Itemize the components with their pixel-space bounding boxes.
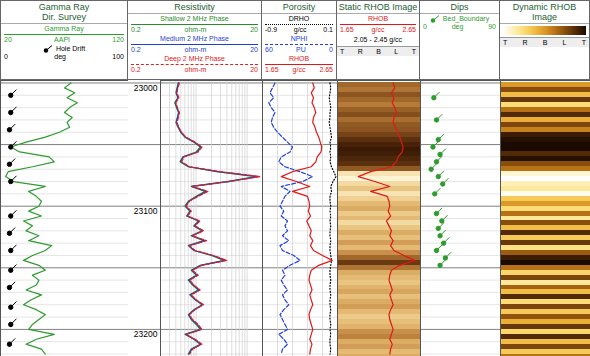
html-text:-0.9: -0.9: [265, 26, 278, 33]
svg-text:23200: 23200: [134, 329, 158, 339]
html-text:AAPI: AAPI: [54, 36, 70, 43]
html-text:B: B: [542, 39, 548, 46]
html-text:20: 20: [250, 46, 258, 53]
html-text:T: T: [340, 48, 345, 55]
html-text:0.2: 0.2: [131, 26, 141, 33]
html-text:Shallow 2 MHz Phase: Shallow 2 MHz Phase: [160, 15, 229, 22]
html-text:Resistivity: Resistivity: [174, 2, 215, 12]
html-text:Medium 2 MHz Phase: Medium 2 MHz Phase: [160, 35, 229, 42]
html-text:T: T: [503, 39, 508, 46]
html-text:RHOB: RHOB: [288, 55, 310, 62]
html-text:B: B: [376, 48, 381, 55]
html-text:T: T: [411, 48, 416, 55]
svg-text:23100: 23100: [134, 206, 158, 216]
html-text:Gamma Ray: Gamma Ray: [38, 2, 90, 12]
html-text:ohm-m: ohm-m: [184, 46, 207, 53]
html-text:g/cc: g/cc: [371, 26, 385, 33]
html-text:g/cc: g/cc: [292, 66, 306, 73]
html-text:DRHO: DRHO: [288, 15, 310, 22]
html-text:Hole Drift: Hole Drift: [55, 45, 86, 52]
html-text:0.2: 0.2: [131, 66, 141, 73]
html-text:Static RHOB Image: Static RHOB Image: [338, 2, 418, 12]
html-text:R: R: [522, 39, 528, 46]
html-text:ohm-m: ohm-m: [184, 26, 207, 33]
html-text:T: T: [581, 39, 586, 46]
html-text:60: 60: [265, 46, 273, 53]
html-text:20: 20: [4, 36, 12, 43]
html-text:Deep 2 MHz Phase: Deep 2 MHz Phase: [164, 55, 225, 62]
html-text:L: L: [562, 39, 567, 46]
html-text:PU: PU: [296, 46, 306, 53]
html-text:0.2: 0.2: [131, 46, 141, 53]
html-text:100: 100: [112, 53, 124, 61]
html-text:L: L: [394, 48, 399, 55]
html-text:1.65: 1.65: [265, 66, 279, 73]
html-text:0.1: 0.1: [323, 26, 333, 33]
html-text:Gamma Ray: Gamma Ray: [44, 25, 84, 32]
html-text:120: 120: [112, 36, 124, 43]
html-text:0: 0: [329, 46, 333, 53]
html-text:Porosity: Porosity: [282, 2, 316, 12]
html-text:deg: deg: [451, 23, 464, 31]
html-text:deg: deg: [54, 53, 66, 61]
html-text:1.65: 1.65: [340, 26, 354, 33]
html-text:2.65: 2.65: [402, 26, 416, 33]
html-text:RHOB: RHOB: [367, 15, 389, 22]
html-text:Bed_Boundary: Bed_Boundary: [442, 15, 490, 22]
html-text:20: 20: [250, 66, 258, 73]
html-text:g/cc: g/cc: [293, 26, 307, 33]
svg-text:23000: 23000: [134, 83, 158, 93]
html-text:0: 0: [423, 23, 427, 31]
html-text:90: 90: [488, 23, 496, 31]
html-text:Dir. Survey: Dir. Survey: [42, 12, 86, 22]
html-text:2.65: 2.65: [319, 66, 333, 73]
html-text:NPHI: NPHI: [290, 35, 308, 42]
html-text:0: 0: [4, 53, 8, 61]
html-text:Dips: Dips: [450, 2, 469, 12]
html-text:R: R: [357, 48, 363, 55]
html-text:Dynamic RHOB Image: Dynamic RHOB Image: [512, 2, 577, 22]
html-text:2.05 - 2.45 g/cc: 2.05 - 2.45 g/cc: [353, 36, 403, 43]
html-text:ohm-m: ohm-m: [184, 66, 207, 73]
html-text:20: 20: [250, 26, 258, 33]
